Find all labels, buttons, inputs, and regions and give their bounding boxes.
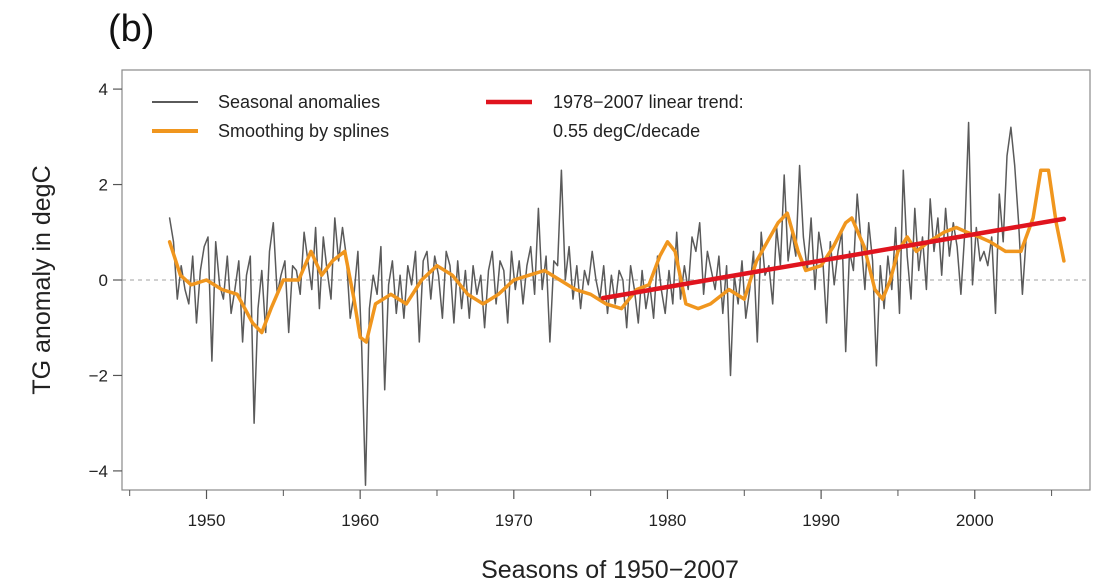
y-tick-label: −4 bbox=[89, 462, 108, 481]
series-line-trend bbox=[600, 216, 1067, 301]
y-axis: −4 −2 0 2 4 bbox=[89, 80, 122, 481]
y-tick-label: 4 bbox=[99, 80, 108, 99]
series-layer bbox=[167, 121, 1067, 486]
x-tick-label: 2000 bbox=[956, 511, 994, 530]
x-axis: 1950 1960 1970 1980 1990 2000 bbox=[129, 490, 1053, 530]
x-tick-label: 1960 bbox=[341, 511, 379, 530]
legend-label-smoothing: Smoothing by splines bbox=[218, 121, 389, 141]
x-tick-label: 1990 bbox=[802, 511, 840, 530]
y-tick-label: 2 bbox=[99, 176, 108, 195]
legend-label-seasonal-anomalies: Seasonal anomalies bbox=[218, 92, 380, 112]
x-tick-label: 1970 bbox=[495, 511, 533, 530]
x-axis-title: Seasons of 1950−2007 bbox=[481, 556, 739, 584]
y-axis-title: TG anomaly in degC bbox=[28, 165, 56, 394]
legend: Seasonal anomalies Smoothing by splines … bbox=[152, 92, 744, 141]
y-tick-label: 0 bbox=[99, 271, 108, 290]
x-tick-label: 1950 bbox=[188, 511, 226, 530]
series-line-raw bbox=[168, 121, 1027, 486]
y-tick-label: −2 bbox=[89, 366, 108, 385]
legend-label-trend-rate: 0.55 degC/decade bbox=[553, 121, 700, 141]
panel-label: (b) bbox=[108, 8, 155, 50]
legend-label-linear-trend: 1978−2007 linear trend: bbox=[553, 92, 744, 112]
x-tick-label: 1980 bbox=[649, 511, 687, 530]
series-line-smooth bbox=[167, 168, 1066, 344]
